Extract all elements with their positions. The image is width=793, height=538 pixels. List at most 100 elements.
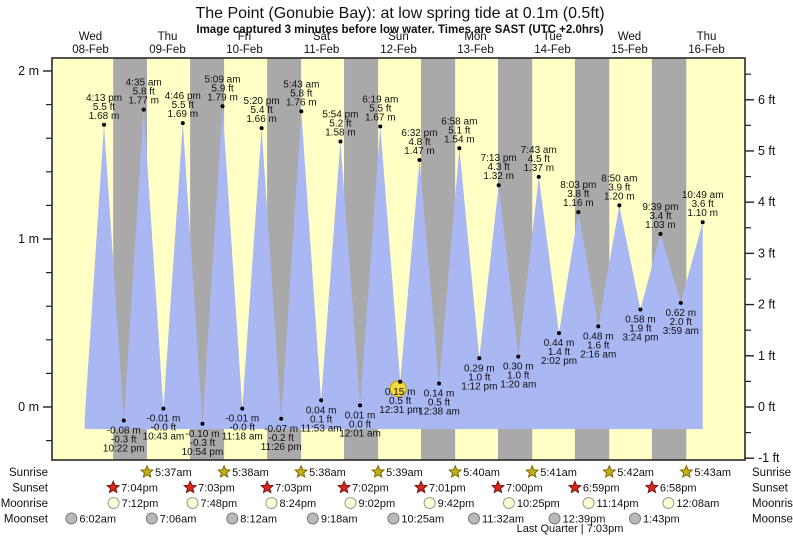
sunset-time: 7:01pm	[429, 483, 466, 495]
tide-high-point	[536, 174, 541, 179]
tide-low-label: 0.5 ft	[428, 397, 450, 408]
tide-high-point	[338, 139, 343, 144]
sunrise-time: 5:42am	[617, 467, 654, 479]
tide-low-label: -0.01 m	[146, 414, 180, 425]
tide-low-label: 2:16 am	[580, 349, 616, 360]
sunset-icon	[259, 480, 275, 494]
tide-high-label: 5.5 ft	[369, 103, 391, 114]
tide-high-label: 3.9 ft	[608, 182, 630, 193]
tide-low-label: 1.4 ft	[548, 347, 570, 358]
tide-low-label: 0.14 m	[424, 388, 455, 399]
tide-low-label: 1.0 ft	[507, 371, 529, 382]
sunset-icon	[490, 480, 506, 494]
day-label-weekday: Fri	[238, 31, 251, 43]
sunset-icon	[106, 480, 121, 494]
tide-high-label: 5.2 ft	[329, 119, 351, 130]
moonrise-time: 11:14pm	[597, 498, 639, 510]
moonset-time: 9:18am	[321, 514, 358, 526]
right-axis-label: 2 ft	[758, 298, 776, 312]
tide-low-point	[638, 307, 643, 312]
tide-high-label: 7:43 am	[521, 145, 557, 156]
moonset-icon	[145, 512, 158, 525]
tide-high-label: 1.68 m	[89, 111, 120, 122]
moonrise-time: 10:25pm	[517, 498, 560, 510]
right-axis-label: 5 ft	[758, 144, 776, 158]
sunrise-time: 5:39am	[386, 467, 423, 479]
sunrise-time: 5:38am	[232, 467, 269, 479]
tide-high-label: 1.66 m	[246, 114, 277, 125]
tide-high-label: 4:35 am	[126, 78, 162, 89]
tide-low-point	[678, 300, 683, 305]
moonset-icon	[629, 512, 642, 525]
sunrise-icon	[216, 464, 232, 479]
tide-low-label: 0.29 m	[464, 363, 495, 374]
sunrise-icon	[602, 464, 617, 479]
tide-high-label: 3.4 ft	[649, 211, 671, 222]
sunrise-time: 5:40am	[463, 467, 500, 479]
moon-phase-note: Last Quarter | 7:03pm	[517, 523, 624, 535]
tide-high-point	[102, 122, 107, 127]
moonrise-icon	[582, 497, 595, 509]
right-axis-label: 6 ft	[758, 93, 776, 107]
day-label-date: 12-Feb	[380, 44, 416, 56]
moonset-icon	[306, 512, 319, 525]
tide-low-point	[358, 403, 363, 408]
current-time-highlight-marker	[389, 380, 407, 398]
sunrise-icon	[293, 464, 309, 479]
tide-high-point	[259, 126, 264, 131]
tide-low-label: 0.44 m	[544, 338, 575, 349]
moonset-time: 1:43pm	[643, 514, 680, 526]
tide-high-label: 3.6 ft	[692, 199, 714, 210]
tide-high-label: 5:20 pm	[244, 96, 280, 107]
tide-low-label: 0.48 m	[583, 331, 614, 342]
tide-low-label: 12:01 am	[339, 428, 381, 439]
moonrise-time: 7:48pm	[201, 498, 238, 510]
tide-high-label: 6:19 am	[362, 94, 398, 105]
tide-low-label: -0.10 m	[186, 429, 220, 440]
sunrise-time: 5:37am	[155, 467, 192, 479]
tide-low-label: 1.6 ft	[587, 340, 609, 351]
day-label-date: 15-Feb	[611, 44, 647, 56]
tide-high-label: 1.03 m	[645, 220, 676, 231]
day-label-weekday: Thu	[697, 31, 717, 43]
tide-high-label: 1.76 m	[286, 97, 317, 108]
tide-high-point	[576, 210, 581, 215]
sunrise-row-label-right: Sunrise	[752, 467, 791, 479]
tide-high-label: 4.3 ft	[488, 162, 510, 173]
day-label-date: 09-Feb	[149, 44, 185, 56]
sunset-icon	[182, 480, 198, 494]
moonrise-time: 9:02pm	[358, 498, 395, 510]
left-axis-label: 2 m	[18, 64, 39, 78]
tide-low-label: -0.3 ft	[111, 434, 137, 445]
moonrise-row-label-right: Moonrise	[752, 498, 793, 510]
tide-high-label: 1.10 m	[687, 208, 718, 219]
tide-high-point	[378, 124, 383, 129]
tide-low-label: -0.01 m	[225, 414, 259, 425]
tide-low-label: 10:22 pm	[103, 443, 145, 454]
tide-high-label: 6:32 pm	[401, 128, 437, 139]
moonset-icon	[468, 512, 481, 525]
tide-low-label: 12:38 am	[418, 406, 460, 417]
sunset-icon	[644, 480, 659, 494]
tide-low-point	[477, 356, 482, 361]
moonset-row-label-right: Moonset	[752, 514, 793, 526]
tide-high-label: 10:49 am	[682, 190, 724, 201]
moonset-time: 10:25am	[401, 514, 444, 526]
tide-high-label: 3.8 ft	[567, 189, 589, 200]
chart-subtitle: Image captured 3 minutes before low wate…	[196, 24, 603, 36]
sunset-time: 6:59pm	[583, 483, 620, 495]
moonset-time: 7:06am	[160, 514, 197, 526]
sunrise-time: 5:41am	[540, 467, 577, 479]
day-label-weekday: Sat	[313, 31, 331, 43]
sunset-row-label-right: Sunset	[752, 483, 789, 495]
moonrise-icon	[423, 497, 436, 509]
tide-high-point	[417, 158, 422, 163]
tide-high-label: 4.5 ft	[528, 154, 550, 165]
tide-high-label: 1.77 m	[128, 96, 159, 107]
tide-low-label: 2:02 pm	[541, 356, 577, 367]
moonset-icon	[65, 512, 78, 525]
tide-low-point	[200, 421, 205, 426]
tide-high-point	[299, 109, 304, 114]
